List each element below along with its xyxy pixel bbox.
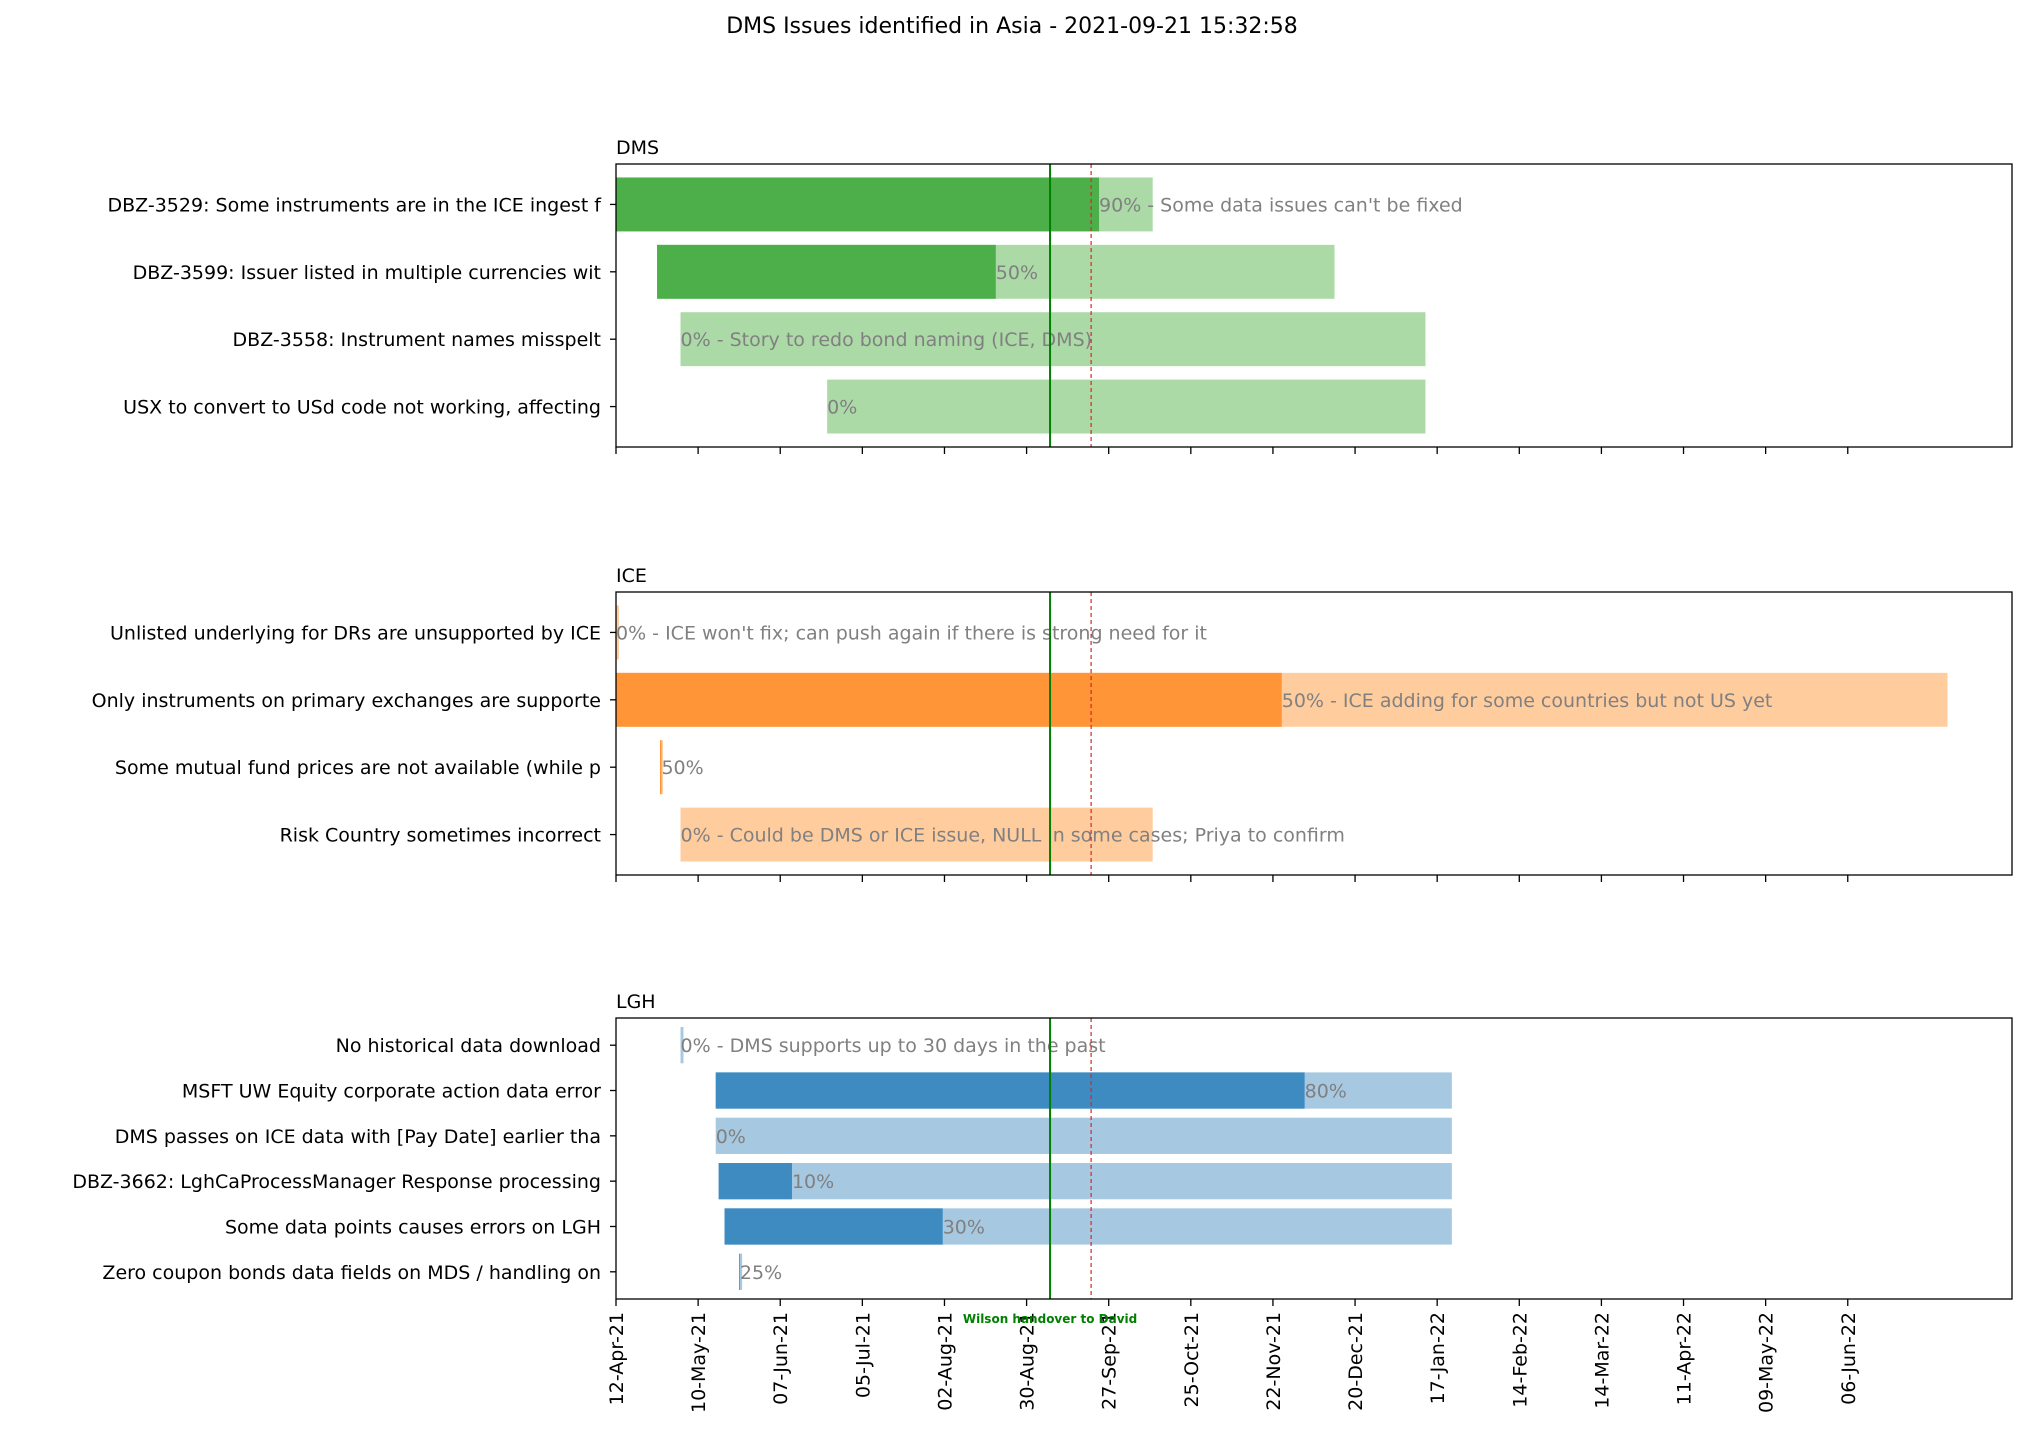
task-progress-label: 25% xyxy=(740,1262,782,1284)
task-progress-label: 0% - DMS supports up to 30 days in the p… xyxy=(681,1035,1106,1057)
x-tick-label: 17-Jan-22 xyxy=(1427,1312,1449,1404)
task-progress-label: 0% - ICE won't fix; can push again if th… xyxy=(616,622,1207,644)
task-label: DBZ-3529: Some instruments are in the IC… xyxy=(108,194,603,216)
task-progress-bar xyxy=(718,1163,792,1200)
x-tick-label: 12-Apr-21 xyxy=(606,1312,628,1405)
panel-dms: DMS 90% - Some data issues can't be fixed… xyxy=(108,137,2013,454)
task-label: Zero coupon bonds data fields on MDS / h… xyxy=(102,1262,601,1284)
x-tick-label: 09-May-22 xyxy=(1756,1312,1778,1413)
task-progress-label: 0% xyxy=(716,1126,746,1148)
x-tick-label: 25-Oct-21 xyxy=(1181,1312,1203,1407)
task-progress-bar xyxy=(739,1253,740,1290)
panels: DMS 90% - Some data issues can't be fixed… xyxy=(72,137,2013,1306)
x-tick-label: 20-Dec-21 xyxy=(1345,1312,1367,1411)
task-label: Only instruments on primary exchanges ar… xyxy=(92,690,601,712)
chart-title: DMS Issues identified in Asia - 2021-09-… xyxy=(726,14,1298,39)
task-progress-bar xyxy=(715,1072,1305,1109)
panel-lgh: LGH 0% - DMS supports up to 30 days in th… xyxy=(72,991,2013,1306)
panel-title: LGH xyxy=(616,991,656,1013)
x-tick-label: 22-Nov-21 xyxy=(1263,1312,1285,1411)
task-progress-bar xyxy=(616,672,1282,727)
task-label: MSFT UW Equity corporate action data err… xyxy=(182,1081,601,1103)
x-tick-label: 27-Sep-21 xyxy=(1099,1312,1121,1410)
task-bar xyxy=(680,1027,684,1064)
task-progress-bar xyxy=(659,740,662,795)
panel-frame xyxy=(615,591,2013,876)
task-progress-label: 50% - ICE adding for some countries but … xyxy=(1282,690,1773,712)
x-axis: 12-Apr-21 10-May-21 07-Jun-21 05-Jul-21 02-A… xyxy=(606,1312,1860,1413)
task-progress-label: 10% xyxy=(792,1171,834,1193)
x-tick-label: 02-Aug-21 xyxy=(934,1312,956,1411)
x-tick-label: 14-Mar-22 xyxy=(1591,1312,1613,1409)
milestone-label: Wilson handover to David xyxy=(963,1312,1137,1326)
x-tick-label: 10-May-21 xyxy=(688,1312,710,1413)
panel-frame xyxy=(615,163,2013,448)
panel-title: ICE xyxy=(616,565,647,587)
task-progress-bar xyxy=(724,1208,943,1245)
task-bar xyxy=(659,740,663,795)
task-bar xyxy=(827,379,1426,434)
task-label: DBZ-3558: Instrument names misspelt xyxy=(233,329,601,351)
x-tick-label: 05-Jul-21 xyxy=(852,1312,874,1398)
panel-title: DMS xyxy=(616,137,659,159)
x-tick-label: 14-Feb-22 xyxy=(1509,1312,1531,1408)
task-progress-label: 80% xyxy=(1305,1081,1347,1103)
task-progress-label: 0% - Could be DMS or ICE issue, NULL in … xyxy=(681,825,1345,847)
task-label: DBZ-3662: LghCaProcessManager Response p… xyxy=(72,1171,601,1193)
task-label: Some mutual fund prices are not availabl… xyxy=(115,757,601,779)
panel-frame xyxy=(615,1017,2013,1300)
panel-ice: ICE 0% - ICE won't fix; can push again if… xyxy=(92,565,2013,882)
task-bar xyxy=(739,1253,743,1290)
task-progress-bar xyxy=(616,177,1100,232)
task-bar xyxy=(616,605,619,660)
task-label: Unlisted underlying for DRs are unsuppor… xyxy=(110,622,601,644)
task-bar xyxy=(715,1117,1452,1154)
task-label: DMS passes on ICE data with [Pay Date] e… xyxy=(115,1126,601,1148)
task-progress-label: 0% xyxy=(827,397,857,419)
task-label: USX to convert to USd code not working, … xyxy=(123,397,601,419)
task-progress-label: 30% xyxy=(943,1216,985,1238)
x-tick-label: 30-Aug-21 xyxy=(1017,1312,1039,1411)
task-label: Some data points causes errors on LGH xyxy=(225,1216,601,1238)
x-tick-label: 07-Jun-21 xyxy=(770,1312,792,1405)
task-bar xyxy=(718,1163,1452,1200)
x-tick-label: 11-Apr-22 xyxy=(1674,1312,1696,1405)
task-bar xyxy=(680,807,1153,862)
task-label: DBZ-3599: Issuer listed in multiple curr… xyxy=(133,262,601,284)
task-progress-label: 50% xyxy=(996,262,1038,284)
x-tick-label: 06-Jun-22 xyxy=(1838,1312,1860,1405)
task-progress-label: 0% - Story to redo bond naming (ICE, DMS… xyxy=(681,329,1093,351)
task-label: No historical data download xyxy=(336,1035,601,1057)
task-progress-bar xyxy=(657,244,996,299)
task-progress-label: 90% - Some data issues can't be fixed xyxy=(1099,194,1463,216)
task-bar xyxy=(680,312,1426,367)
task-progress-label: 50% xyxy=(661,757,703,779)
task-label: Risk Country sometimes incorrect xyxy=(280,825,601,847)
